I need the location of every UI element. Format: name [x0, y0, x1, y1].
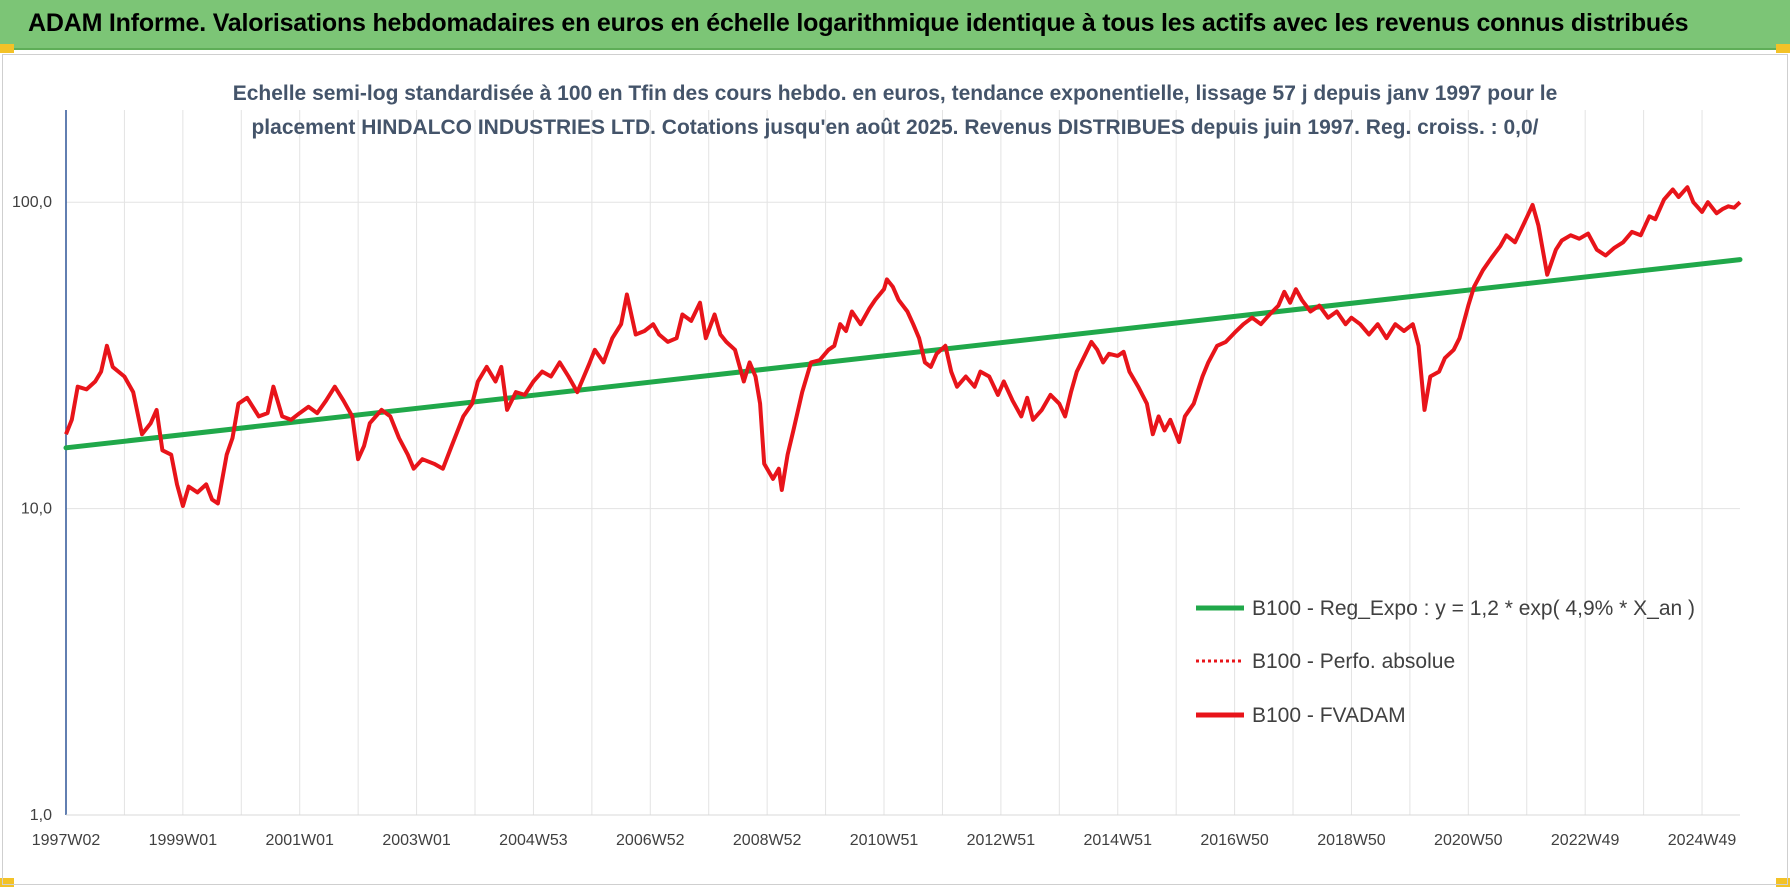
x-tick-label: 1997W02 [32, 832, 101, 849]
y-tick-label: 10,0 [21, 501, 52, 518]
x-tick-label: 2014W51 [1083, 832, 1152, 849]
x-tick-label: 2020W50 [1434, 832, 1503, 849]
legend-perfo-absolue-label: B100 - Perfo. absolue [1252, 650, 1455, 673]
series-layer [63, 185, 1743, 508]
y-tick-label: 1,0 [30, 807, 52, 824]
corner-accent-top-right [1776, 44, 1790, 53]
chart-subtitle-line-2: placement HINDALCO INDUSTRIES LTD. Cotat… [251, 116, 1538, 139]
y-tick-label: 100,0 [12, 194, 52, 211]
x-tick-label: 2006W52 [616, 832, 685, 849]
x-tick-label: 2018W50 [1317, 832, 1386, 849]
x-tick-label: 2022W49 [1551, 832, 1620, 849]
legend: B100 - Reg_Expo : y = 1,2 * exp( 4,9% * … [1196, 597, 1695, 727]
regression-trend-line [63, 257, 1743, 451]
y-axis-ticks: 100,0 10,0 1,0 [12, 194, 52, 824]
x-tick-label: 2004W53 [499, 832, 568, 849]
page-title: ADAM Informe. Valorisations hebdomadaire… [28, 9, 1689, 37]
x-tick-label: 2016W50 [1200, 832, 1269, 849]
x-tick-label: 2003W01 [382, 832, 451, 849]
x-axis-ticks: 1997W02 1999W01 2001W01 2003W01 2004W53 2006W… [32, 832, 1737, 849]
chart-subtitle-line-1: Echelle semi-log standardisée à 100 en T… [233, 82, 1558, 105]
legend-fvadam-entry: B100 - FVADAM [1196, 704, 1406, 727]
legend-regression-label: B100 - Reg_Expo : y = 1,2 * exp( 4,9% * … [1252, 597, 1695, 620]
corner-accent-bottom-left [0, 878, 14, 887]
page-banner: ADAM Informe. Valorisations hebdomadaire… [0, 0, 1790, 50]
corner-accent-top-left [0, 44, 14, 53]
legend-regression-entry: B100 - Reg_Expo : y = 1,2 * exp( 4,9% * … [1196, 597, 1695, 620]
x-tick-label: 2008W52 [733, 832, 802, 849]
legend-perfo-absolue-entry: B100 - Perfo. absolue [1196, 650, 1455, 673]
x-tick-label: 1999W01 [149, 832, 218, 849]
fvadam-series-line [64, 185, 1742, 508]
x-tick-label: 2012W51 [967, 832, 1036, 849]
legend-fvadam-label: B100 - FVADAM [1252, 704, 1406, 727]
grid [65, 110, 1740, 816]
chart-frame [2, 54, 1788, 885]
x-tick-label: 2010W51 [850, 832, 919, 849]
corner-accent-bottom-right [1776, 878, 1790, 887]
x-tick-label: 2024W49 [1668, 832, 1737, 849]
x-tick-label: 2001W01 [265, 832, 334, 849]
